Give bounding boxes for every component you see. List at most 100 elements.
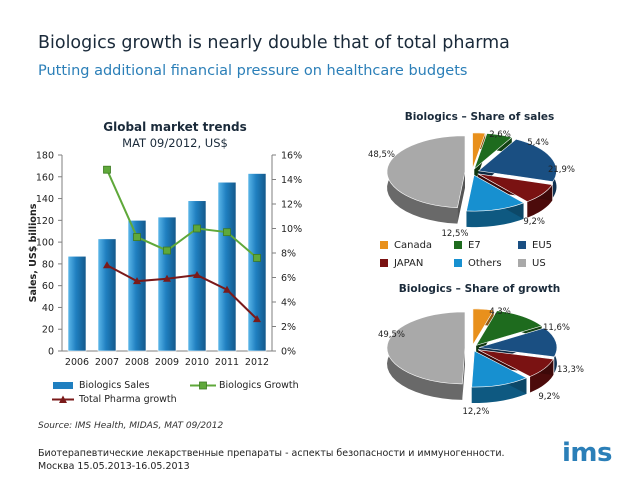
bar-chart-subtitle: MAT 09/2012, US$ (122, 136, 228, 150)
legend-item-biologics-sales: Biologics Sales (52, 380, 150, 391)
legend-label-biologics-growth: Biologics Growth (219, 380, 299, 391)
y-tick-label: 40 (42, 303, 54, 314)
bar-chart-title: Global market trends (103, 120, 247, 134)
footer-line-2: Москва 15.05.2013-16.05.2013 (38, 461, 190, 472)
pie-legend-swatch-canada (380, 241, 388, 249)
pie-legend-item-japan: JAPAN (380, 258, 423, 269)
legend-swatch-biologics-growth (190, 381, 216, 390)
x-tick-label: 2007 (95, 357, 119, 368)
pie-growth-value-label-japan: 9,2% (538, 392, 560, 402)
pie-legend-item-others: Others (454, 258, 502, 269)
pie-growth-value-label-others: 12,2% (462, 407, 489, 417)
biologics-growth-point (223, 228, 231, 237)
pie-growth-value-label-e7: 11,6% (543, 323, 570, 333)
legend-label-biologics-sales: Biologics Sales (79, 380, 150, 391)
x-tick-label: 2006 (65, 357, 89, 368)
pie-growth-slice-others (471, 350, 528, 388)
pie-sales-value-label-canada: 2,6% (489, 130, 511, 140)
y-tick-label: 80 (42, 259, 54, 270)
pie-sales-title: Biologics – Share of sales (404, 111, 555, 123)
x-tick-label: 2008 (125, 357, 149, 368)
legend-swatch-biologics-sales (53, 382, 73, 389)
bar-biologics-sales (127, 220, 147, 352)
pie-legend-swatch-eu5 (518, 241, 526, 249)
pie-legend: Canada E7 EU5 JAPAN Others US (378, 238, 578, 274)
y2-tick-label: 12% (281, 200, 302, 211)
total-pharma-growth-point (103, 261, 111, 269)
y2-tick-label: 10% (281, 224, 302, 235)
pie-sales-value-label-us: 48,5% (368, 150, 395, 160)
pie-growth-value-label-eu5: 13,3% (557, 365, 584, 375)
legend-item-biologics-growth: Biologics Growth (190, 380, 299, 391)
pie-growth-title: Biologics – Share of growth (398, 283, 561, 295)
ims-logo: ims (562, 438, 612, 468)
pie-sales-slice-wall-us (457, 171, 466, 224)
pie-sales-value-label-e7: 5,4% (527, 138, 549, 148)
bar-biologics-sales (157, 216, 177, 352)
x-tick-label: 2011 (215, 357, 239, 368)
pie-legend-item-canada: Canada (380, 240, 432, 251)
bar-biologics-sales (97, 238, 117, 352)
pie-sales-value-label-others: 12,5% (441, 229, 468, 239)
y-tick-label: 160 (36, 172, 54, 183)
pie-growth-slice-us (386, 311, 466, 385)
footer-line-1: Биотерапевтические лекарственные препара… (38, 448, 505, 459)
pie-legend-label-e7: E7 (468, 240, 481, 251)
pie-sales-value-label-eu5: 21,9% (548, 165, 575, 175)
slide-title: Biologics growth is nearly double that o… (38, 33, 510, 53)
pie-legend-item-e7: E7 (454, 240, 481, 251)
legend-label-total-pharma-growth: Total Pharma growth (79, 394, 177, 405)
pie-growth-slice-eu5 (478, 327, 558, 358)
total-pharma-growth-point (223, 285, 231, 293)
y-tick-label: 60 (42, 281, 54, 292)
pie-chart-share-of-sales: 2,6% 5,4% 21,9% 9,2% 12,5% 48,5% (368, 130, 575, 239)
pie-sales-slice-us (386, 135, 466, 208)
biologics-growth-line (106, 169, 258, 259)
pie-legend-item-eu5: EU5 (518, 240, 552, 251)
bar-chart: 0 20 40 60 80 100 120 140 160 180 0% 2% 4% 6% 8% 10% 12%… (28, 151, 302, 369)
pie-growth-slice-japan (477, 349, 554, 377)
pie-legend-swatch-japan (380, 259, 388, 267)
pie-legend-label-japan: JAPAN (394, 258, 424, 269)
x-tick-label: 2009 (155, 357, 179, 368)
total-pharma-growth-point (133, 277, 141, 285)
pie-legend-swatch-us (518, 259, 526, 267)
pie-legend-label-others: Others (468, 258, 502, 269)
y2-tick-label: 8% (281, 249, 296, 260)
pie-sales-value-label-japan: 9,2% (523, 217, 545, 227)
y2-tick-label: 0% (281, 347, 296, 358)
bar-chart-legend: Biologics Sales Biologics Growth Total P… (52, 380, 299, 410)
y-tick-label: 140 (36, 194, 54, 205)
legend-item-total-pharma-growth: Total Pharma growth (52, 394, 177, 405)
pie-growth-value-label-canada: 4,3% (489, 307, 511, 317)
pie-legend-label-eu5: EU5 (532, 240, 552, 251)
pie-chart-share-of-growth: 4,3% 11,6% 13,3% 9,2% 12,2% 49,5% (378, 307, 584, 417)
total-pharma-growth-point (163, 274, 171, 282)
pie-sales-slice-canada (472, 132, 486, 169)
y2-tick-label: 16% (281, 151, 302, 162)
y-axis-label: Sales, US$ billions (28, 203, 39, 302)
biologics-growth-point (103, 165, 111, 174)
pie-growth-slice-canada (472, 308, 495, 346)
y-tick-label: 0 (48, 347, 54, 358)
total-pharma-growth-point (253, 315, 261, 323)
y2-tick-label: 4% (281, 298, 296, 309)
bar-biologics-sales (217, 181, 237, 352)
pie-sales-slice-japan (477, 173, 553, 202)
pie-legend-item-us: US (518, 258, 546, 269)
x-tick-label: 2010 (185, 357, 209, 368)
pie-legend-swatch-e7 (454, 241, 462, 249)
pie-legend-label-canada: Canada (394, 240, 433, 251)
bar-biologics-sales (247, 173, 267, 352)
total-pharma-growth-line (106, 264, 258, 320)
source-note: Source: IMS Health, MIDAS, MAT 09/2012 (38, 421, 224, 431)
biologics-growth-point (163, 246, 171, 255)
y2-tick-label: 14% (281, 175, 302, 186)
pie-legend-swatch-others (454, 259, 462, 267)
x-tick-label: 2012 (245, 357, 269, 368)
pie-growth-slice-e7 (475, 310, 543, 346)
y2-tick-label: 6% (281, 273, 296, 284)
y2-tick-label: 2% (281, 322, 296, 333)
biologics-growth-point (253, 253, 261, 262)
